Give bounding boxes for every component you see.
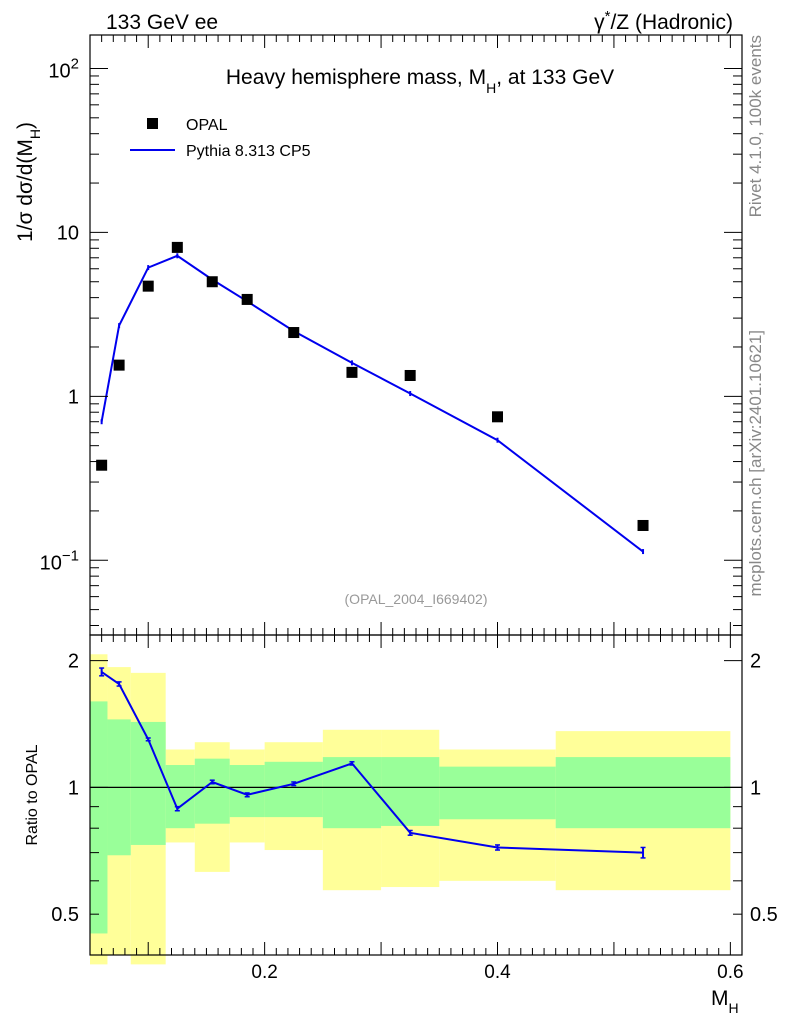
header-left-label: 133 GeV ee <box>106 11 218 34</box>
ratio-axis-ticks <box>89 635 742 956</box>
chart-title: Heavy hemisphere mass, MH, at 133 GeV <box>226 66 614 96</box>
mcplots-label: mcplots.cern.ch [arXiv:2401.10621] <box>746 330 765 596</box>
uncertainty-band-inner <box>322 757 382 829</box>
data-point-opal <box>171 241 183 253</box>
y-tick-label: 10 <box>57 222 79 244</box>
uncertainty-band-inner <box>165 765 195 829</box>
legend-label-pythia: Pythia 8.313 CP5 <box>186 143 311 160</box>
ratio-tick-label-right: 2 <box>750 651 761 673</box>
data-point-opal <box>113 359 125 371</box>
ratio-tick-label-left: 2 <box>68 651 79 673</box>
x-tick-label: 0.4 <box>484 962 511 983</box>
data-point-opal <box>241 293 253 305</box>
uncertainty-band-inner <box>130 721 166 845</box>
y-tick-label: 102 <box>48 55 79 82</box>
mc-line-pythia <box>100 254 644 553</box>
data-point-opal <box>637 519 649 531</box>
data-point-opal <box>288 327 300 339</box>
uncertainty-band-inner <box>90 701 108 934</box>
ratio-tick-label-left: 0.5 <box>51 904 79 926</box>
ratio-y-axis-label: Ratio to OPAL <box>24 744 41 845</box>
uncertainty-band-inner <box>439 766 556 820</box>
y-tick-label: 10−1 <box>40 547 79 574</box>
uncertainty-band-inner <box>381 757 440 826</box>
data-point-opal <box>206 276 218 288</box>
rivet-version-label: Rivet 4.1.0, 100k events <box>746 35 765 217</box>
header: 133 GeV ee γ*/Z (Hadronic) <box>106 8 733 34</box>
uncertainty-band-inner <box>555 757 731 829</box>
ratio-tick-label-right: 0.5 <box>750 904 778 926</box>
y-axis-label: 1/σ dσ/d(MH) <box>14 122 43 242</box>
main-plot-area <box>96 241 649 555</box>
legend: OPAL Pythia 8.313 CP5 <box>130 117 311 160</box>
uncertainty-band-inner <box>264 761 323 818</box>
ratio-tick-labels: 0.5 0.5 1 1 2 2 <box>51 651 778 927</box>
data-point-opal <box>346 366 358 378</box>
ratio-tick-label-left: 1 <box>68 777 79 799</box>
data-point-opal <box>96 459 108 471</box>
data-point-opal <box>492 411 503 423</box>
analysis-id-label: (OPAL_2004_I669402) <box>345 591 488 607</box>
x-tick-label: 0.2 <box>251 962 277 983</box>
x-axis-label: MH <box>711 987 739 1016</box>
x-tick-labels: 0.2 0.4 0.6 <box>251 962 743 983</box>
legend-marker-opal <box>147 118 158 129</box>
ratio-plot-area <box>90 654 742 965</box>
x-tick-label: 0.6 <box>717 962 743 983</box>
y-tick-labels: 10−1 1 10 102 <box>40 55 79 574</box>
legend-label-opal: OPAL <box>186 117 228 134</box>
data-point-opal <box>404 369 416 381</box>
main-axis-ticks <box>89 35 742 635</box>
y-tick-label: 1 <box>68 386 79 408</box>
main-panel: 10−1 1 10 102 Heavy hemisphere mass, MH, at… <box>14 34 743 636</box>
data-point-opal <box>142 280 154 292</box>
ratio-tick-label-right: 1 <box>750 777 761 799</box>
header-right-label: γ*/Z (Hadronic) <box>594 8 733 34</box>
ratio-panel: 0.5 0.5 1 1 2 2 Ratio to OPAL <box>24 634 778 965</box>
